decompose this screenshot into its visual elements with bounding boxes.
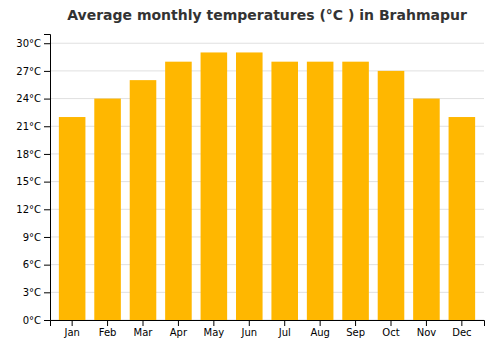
- tick-mark: [44, 182, 50, 183]
- bar: [165, 62, 192, 320]
- tick: Dec: [452, 320, 471, 338]
- bar: [59, 117, 86, 320]
- tick-label: Apr: [170, 327, 188, 338]
- tick-mark: [44, 126, 50, 127]
- tick: Jan: [63, 320, 79, 338]
- chart: 0°C 3°C 6°C 9°C 12°C 15°C 18°C 21°C 24°C 27°C 30°C…: [0, 0, 500, 350]
- tick-label: 24°C: [16, 93, 41, 104]
- tick: 24°C: [16, 93, 50, 104]
- grid: [50, 43, 484, 320]
- tick-label: Mar: [134, 327, 154, 338]
- tick-mark: [44, 209, 50, 210]
- tick-label: 21°C: [16, 121, 41, 132]
- tick-label: 18°C: [16, 149, 41, 160]
- tick: 6°C: [23, 259, 50, 270]
- tick-label: 27°C: [16, 66, 41, 77]
- tick-label: Nov: [417, 327, 437, 338]
- tick-label: 30°C: [16, 38, 41, 49]
- tick-label: Jan: [63, 327, 79, 338]
- axis-line: [44, 35, 51, 321]
- tick-mark: [426, 320, 427, 326]
- x-axis: Jan Feb Mar Apr May Jun Jul Aug Sep Oct Nov Dec: [51, 320, 485, 338]
- tick-mark: [178, 320, 179, 326]
- grid-line: [50, 43, 484, 44]
- bar: [94, 99, 121, 320]
- tick: 3°C: [23, 287, 50, 298]
- tick-mark: [461, 320, 462, 326]
- tick: 12°C: [16, 204, 50, 215]
- bar: [130, 80, 157, 320]
- tick-mark: [213, 320, 214, 326]
- tick-label: 12°C: [16, 204, 41, 215]
- tick-mark: [72, 320, 73, 326]
- plot-area: 0°C 3°C 6°C 9°C 12°C 15°C 18°C 21°C 24°C 27°C 30°C…: [16, 35, 484, 339]
- tick-mark: [44, 154, 50, 155]
- tick-label: Sep: [346, 327, 365, 338]
- tick-mark: [355, 320, 356, 326]
- tick: Nov: [417, 320, 437, 338]
- bar: [449, 117, 476, 320]
- tick: Jun: [240, 320, 257, 338]
- tick: 18°C: [16, 149, 50, 160]
- tick-mark: [44, 265, 50, 266]
- tick-label: Jun: [240, 327, 257, 338]
- tick-label: 6°C: [23, 259, 41, 270]
- tick-mark: [320, 320, 321, 326]
- tick-label: 9°C: [23, 232, 41, 243]
- tick: 21°C: [16, 121, 50, 132]
- y-axis: 0°C 3°C 6°C 9°C 12°C 15°C 18°C 21°C 24°C 27°C 30°C: [16, 35, 50, 326]
- tick: 9°C: [23, 232, 50, 243]
- tick-label: 0°C: [23, 315, 41, 326]
- tick: 30°C: [16, 38, 50, 49]
- tick: Oct: [382, 320, 399, 338]
- tick-label: 3°C: [23, 287, 41, 298]
- grid-line: [50, 70, 484, 71]
- tick: Jul: [278, 320, 291, 338]
- bar: [236, 52, 263, 320]
- tick: Sep: [346, 320, 365, 338]
- bar: [342, 62, 369, 320]
- bar: [413, 99, 440, 320]
- bar: [307, 62, 334, 320]
- tick: 27°C: [16, 66, 50, 77]
- bars: [59, 52, 475, 320]
- tick-label: Aug: [310, 327, 330, 338]
- tick-mark: [44, 237, 50, 238]
- bar: [201, 52, 228, 320]
- tick-label: Dec: [452, 327, 471, 338]
- tick-label: 15°C: [16, 176, 41, 187]
- tick-label: Jul: [278, 327, 291, 338]
- tick-label: Feb: [99, 327, 117, 338]
- tick: May: [204, 320, 225, 338]
- tick: Apr: [170, 320, 188, 338]
- tick: Aug: [310, 320, 330, 338]
- tick: 0°C: [23, 315, 50, 326]
- tick-label: May: [204, 327, 225, 338]
- tick-mark: [44, 99, 50, 100]
- tick-mark: [44, 292, 50, 293]
- bar: [271, 62, 298, 320]
- tick-mark: [249, 320, 250, 326]
- tick-label: Oct: [382, 327, 399, 338]
- tick-mark: [143, 320, 144, 326]
- tick: 15°C: [16, 176, 50, 187]
- axis-line: [51, 321, 485, 327]
- tick: Feb: [99, 320, 117, 338]
- tick: Mar: [134, 320, 154, 338]
- bar: [378, 71, 405, 320]
- tick-mark: [391, 320, 392, 326]
- title: Average monthly temperatures (°C ) in Br…: [67, 7, 467, 23]
- tick-mark: [44, 43, 50, 44]
- tick-mark: [107, 320, 108, 326]
- tick-mark: [44, 71, 50, 72]
- tick-mark: [44, 320, 50, 321]
- tick-mark: [284, 320, 285, 326]
